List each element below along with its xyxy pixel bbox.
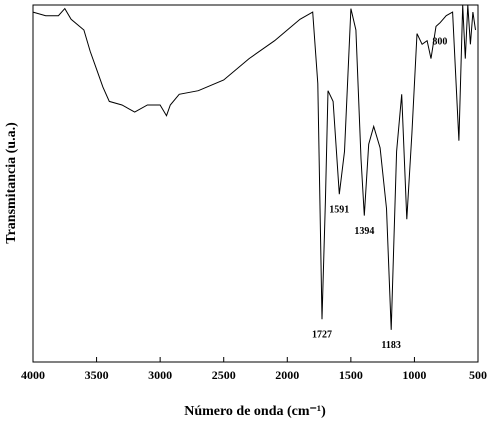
x-tick-label: 1000: [402, 368, 426, 382]
y-axis-label: Transmitancia (u.a.): [4, 122, 19, 244]
plot-frame: [32, 4, 479, 363]
peak-label: 800: [432, 37, 447, 48]
x-tick-label: 4000: [21, 368, 45, 382]
x-tick-label: 500: [469, 368, 487, 382]
peak-label: 1591: [329, 205, 349, 216]
spectrum-line: [32, 4, 476, 330]
x-tick-label: 3500: [85, 368, 109, 382]
x-tick-label: 2500: [212, 368, 236, 382]
x-tick-label: 1500: [339, 368, 363, 382]
peak-label: 1394: [354, 226, 374, 237]
x-axis-label: Número de onda (cm⁻¹): [184, 404, 326, 419]
x-tick-label: 3000: [148, 368, 172, 382]
x-tick-label: 2000: [275, 368, 299, 382]
peak-label: 1183: [381, 340, 400, 351]
peak-label: 1727: [312, 329, 332, 340]
